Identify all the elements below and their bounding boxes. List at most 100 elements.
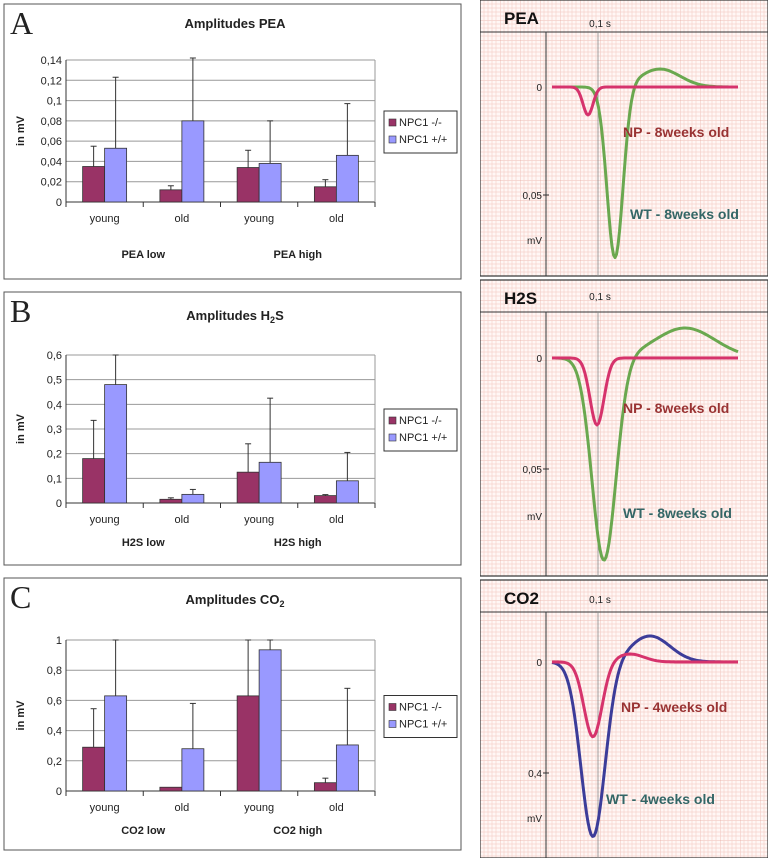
category-label: young — [90, 213, 120, 225]
trace-line-wt — [552, 326, 739, 562]
bar-chart-panel-C: C Amplitudes CO2 0 0,2 0,4 0,6 0,8 1 in mV young o… — [3, 577, 462, 851]
traces-canvas: PEA 0,1 s 0 0,05 mV NP - 8weeks old WT - 8week… — [479, 0, 768, 859]
y-unit-label: mV — [527, 236, 542, 247]
trace-frame — [479, 0, 768, 277]
bar-npc1-minus — [236, 167, 260, 203]
trace-panel-CO2: CO2 0,1 s 0 0,4 mV NP - 4weeks old WT - 4weeks… — [479, 579, 768, 859]
y-tick-label: 0 — [536, 354, 542, 365]
trace-line-np — [552, 85, 738, 117]
legend-swatch — [388, 703, 397, 711]
trace-legend-np: NP - 4weeks old — [621, 699, 727, 715]
bar-npc1-plus — [335, 154, 359, 203]
bar-npc1-plus — [104, 147, 128, 203]
legend-label: NPC1 -/- — [399, 117, 442, 129]
bar-charts-canvas: A Amplitudes PEA00,020,040,060,080,10,120… — [3, 3, 462, 851]
legend-label: NPC1 +/+ — [399, 719, 447, 731]
panel-letter: B — [10, 293, 31, 329]
bar-chart-panel-B: B Amplitudes H2S 0 0,1 0,2 0,3 0,4 0,5 0,6 in mV y… — [3, 291, 462, 566]
trace-panel-PEA: PEA 0,1 s 0 0,05 mV NP - 8weeks old WT - 8week… — [479, 0, 768, 277]
bar-npc1-plus — [104, 695, 128, 792]
legend-swatch — [388, 416, 397, 425]
bar-npc1-plus — [335, 744, 359, 792]
trace-label: PEA — [504, 9, 539, 28]
category-label: young — [90, 514, 120, 526]
trace-legend-np: NP - 8weeks old — [623, 400, 729, 416]
chart-title-subscript: 2 — [270, 315, 275, 325]
y-tick-label: 0,05 — [523, 191, 543, 202]
chart-title: Amplitudes H2S — [186, 308, 284, 325]
category-label: young — [244, 213, 274, 225]
bar-chart-panel-A: A Amplitudes PEA 0 0,02 0,04 0,06 0,08 0,1 0,12 0… — [3, 3, 462, 280]
bar-npc1-minus — [236, 695, 260, 792]
bar-npc1-plus — [258, 461, 282, 504]
y-tick-label: 0,02 — [41, 177, 62, 189]
y-tick-label: 0,6 — [47, 350, 62, 362]
bar-npc1-minus — [159, 786, 183, 792]
y-axis-label: in mV — [15, 413, 27, 444]
bar-npc1-plus — [181, 120, 205, 203]
trace-legend-wt: WT - 8weeks old — [623, 505, 732, 521]
chart-title: Amplitudes PEA — [184, 16, 286, 31]
chart-title: Amplitudes CO2 — [186, 592, 285, 609]
chart-title-main: Amplitudes CO — [186, 592, 280, 607]
legend-swatch — [388, 135, 397, 144]
legend-box — [383, 408, 458, 452]
bar-npc1-plus — [258, 649, 282, 792]
legend-swatch — [388, 118, 397, 127]
trace-legend-wt: WT - 8weeks old — [630, 206, 739, 222]
category-label: old — [175, 514, 190, 526]
y-tick-label: 0 — [536, 83, 542, 94]
bar-npc1-plus — [181, 493, 205, 504]
time-scale-label: 0,1 s — [589, 19, 611, 30]
group-label: CO2 high — [273, 825, 322, 837]
y-tick-label: 0,06 — [41, 136, 62, 148]
bar-npc1-plus — [181, 748, 205, 792]
y-tick-label: 0 — [56, 498, 62, 510]
category-label: old — [329, 514, 344, 526]
bar-charts-column: A Amplitudes PEA 0 0,02 0,04 0,06 0,08 0,1 0,12 0… — [3, 3, 462, 851]
trace-legend-wt: WT - 4weeks old — [606, 791, 715, 807]
bar-npc1-minus — [313, 186, 337, 203]
time-scale-label: 0,1 s — [589, 595, 611, 606]
trace-label: CO2 — [504, 589, 539, 608]
y-tick-label: 0,5 — [47, 375, 62, 387]
y-tick-label: 0,14 — [41, 55, 62, 67]
traces-column: PEA 0,1 s 0 0,05 mV NP - 8weeks old WT - 8week… — [479, 0, 768, 859]
group-label: H2S low — [122, 537, 165, 549]
bar-npc1-minus — [313, 782, 337, 792]
y-tick-label: 0,4 — [528, 769, 542, 780]
bar-npc1-minus — [236, 471, 260, 504]
trace-legend-np: NP - 8weeks old — [623, 124, 729, 140]
trace-frame — [479, 579, 768, 859]
legend-label: NPC1 -/- — [399, 702, 442, 714]
y-tick-label: 0 — [56, 197, 62, 209]
category-label: young — [244, 514, 274, 526]
legend-box — [383, 695, 458, 738]
legend-swatch — [388, 720, 397, 728]
group-label: H2S high — [274, 537, 322, 549]
panel-letter: C — [10, 579, 31, 615]
y-tick-label: 0,4 — [47, 399, 62, 411]
bar-npc1-plus — [335, 480, 359, 504]
category-label: old — [329, 802, 344, 814]
y-tick-label: 0,2 — [47, 756, 62, 768]
bar-npc1-minus — [313, 495, 337, 504]
y-tick-label: 0 — [536, 658, 542, 669]
y-tick-label: 0,1 — [47, 473, 62, 485]
panel-letter: A — [10, 5, 33, 41]
bar-npc1-plus — [104, 384, 128, 504]
bar-npc1-minus — [82, 746, 106, 792]
y-tick-label: 0,04 — [41, 156, 62, 168]
trace-frame — [479, 279, 768, 577]
y-tick-label: 0,05 — [523, 465, 543, 476]
legend-label: NPC1 -/- — [399, 415, 442, 427]
bar-npc1-minus — [159, 498, 183, 504]
bar-npc1-minus — [82, 458, 106, 504]
category-label: old — [175, 213, 190, 225]
y-unit-label: mV — [527, 814, 542, 825]
bar-npc1-plus — [258, 163, 282, 203]
y-unit-label: mV — [527, 512, 542, 523]
chart-title-end: S — [275, 308, 284, 323]
trace-line-np — [552, 356, 738, 427]
y-tick-label: 0,3 — [47, 424, 62, 436]
